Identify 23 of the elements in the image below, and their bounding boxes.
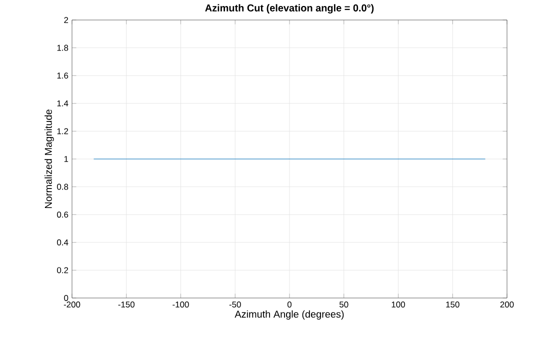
y-tick-label: 0.4 xyxy=(57,239,68,246)
y-tick-label: 0 xyxy=(64,295,68,301)
x-tick-label: -150 xyxy=(118,302,135,308)
chart-title: Azimuth Cut (elevation angle = 0.0°) xyxy=(205,4,374,14)
y-tick-label: 1 xyxy=(64,156,68,162)
y-tick-label: 0.2 xyxy=(57,267,68,274)
y-tick-label: 1.4 xyxy=(57,100,68,106)
x-tick-label: -100 xyxy=(172,302,189,308)
y-tick-label: 0.8 xyxy=(57,184,68,190)
x-tick-label: -200 xyxy=(64,302,80,308)
y-tick-label: 0.6 xyxy=(57,212,68,218)
y-tick-label: 1.2 xyxy=(57,128,68,134)
y-tick-label: 2 xyxy=(64,17,68,23)
x-tick-label: 200 xyxy=(500,302,514,308)
y-tick-label: 1.6 xyxy=(57,72,68,79)
x-tick-label: 50 xyxy=(340,302,348,308)
x-tick-label: 150 xyxy=(446,302,460,308)
x-tick-label: -50 xyxy=(229,302,241,308)
x-axis-title: Azimuth Angle (degrees) xyxy=(234,310,344,320)
y-axis-title: Normalized Magnitude xyxy=(44,110,54,208)
x-tick-label: 0 xyxy=(287,302,292,308)
y-tick-label: 1.8 xyxy=(57,44,68,51)
x-tick-label: 100 xyxy=(392,302,405,308)
